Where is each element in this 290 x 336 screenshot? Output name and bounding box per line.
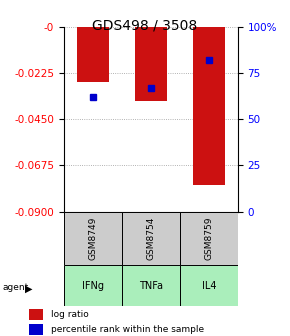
Bar (180, 212, 238, 265)
Text: log ratio: log ratio (51, 310, 89, 319)
Text: GSM8754: GSM8754 (146, 217, 155, 260)
Text: GDS498 / 3508: GDS498 / 3508 (93, 18, 197, 33)
Bar (29, 324, 43, 335)
Text: agent: agent (3, 283, 29, 292)
Bar (193, 27, 225, 185)
Bar (64, 212, 122, 265)
Bar (77, 27, 109, 82)
Text: TNFa: TNFa (139, 281, 163, 291)
Bar (180, 265, 238, 306)
Bar (29, 309, 43, 320)
Text: GSM8759: GSM8759 (204, 217, 213, 260)
Text: GSM8749: GSM8749 (88, 217, 97, 260)
Text: IL4: IL4 (202, 281, 216, 291)
Text: IFNg: IFNg (82, 281, 104, 291)
Text: ▶: ▶ (25, 283, 32, 293)
Bar (122, 212, 180, 265)
Text: percentile rank within the sample: percentile rank within the sample (51, 325, 204, 334)
Bar (135, 27, 167, 101)
Bar (64, 265, 122, 306)
Bar (122, 265, 180, 306)
